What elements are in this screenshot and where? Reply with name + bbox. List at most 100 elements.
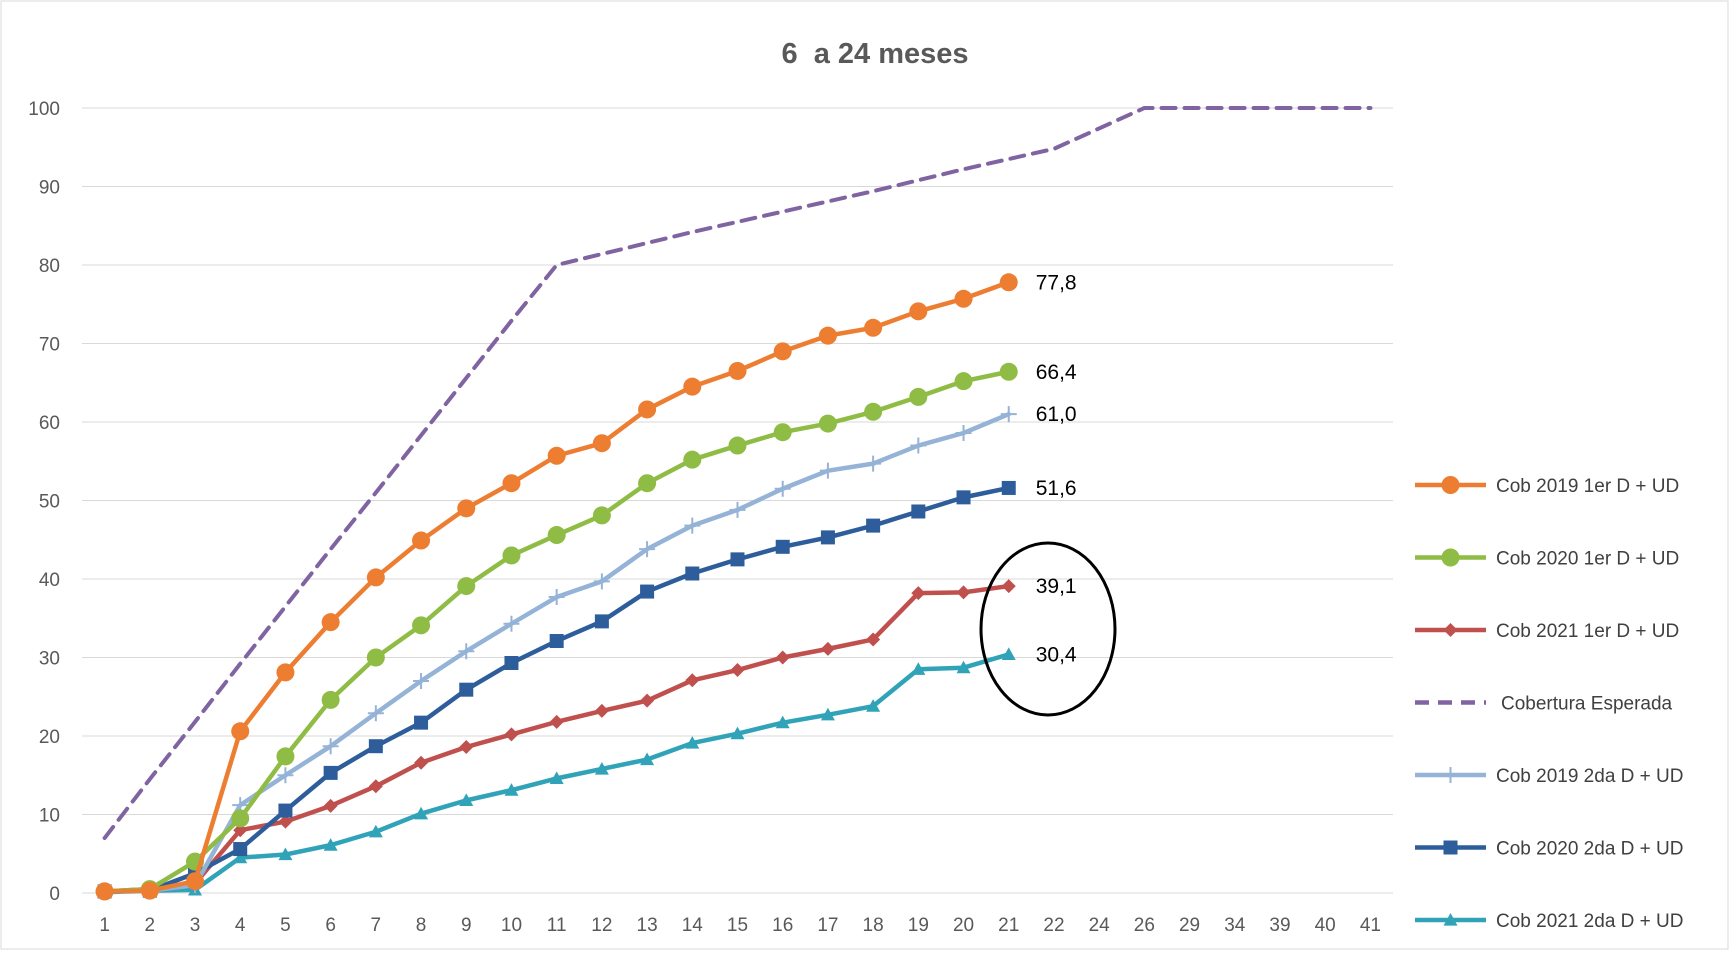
- data-point: [640, 693, 655, 708]
- legend: Cob 2019 1er D + UD Cob 2020 1er D + UD Co…: [1415, 476, 1683, 932]
- y-tick-label: 30: [39, 649, 60, 670]
- data-point: [684, 517, 701, 534]
- data-point: [911, 504, 926, 519]
- y-tick-label: 20: [39, 727, 60, 748]
- data-point: [277, 767, 294, 784]
- x-tick-label: 5: [280, 915, 291, 936]
- data-point: [820, 530, 835, 545]
- data-point: [640, 752, 655, 766]
- end-data-label: 61,0: [1036, 403, 1077, 426]
- data-point: [639, 541, 656, 558]
- legend-item: Cob 2019 2da D + UD: [1415, 766, 1683, 787]
- data-point: [231, 722, 250, 741]
- data-point: [956, 490, 971, 505]
- data-point: [503, 615, 520, 632]
- legend-label: Cob 2020 1er D + UD: [1496, 549, 1679, 570]
- end-data-label: 77,8: [1036, 271, 1077, 294]
- data-point: [685, 673, 700, 688]
- data-point: [459, 739, 474, 754]
- data-point: [638, 400, 657, 419]
- data-point: [414, 806, 429, 820]
- data-point: [233, 850, 248, 864]
- data-point: [910, 437, 927, 454]
- data-point: [820, 707, 835, 721]
- data-point: [459, 682, 474, 697]
- y-tick-label: 60: [39, 413, 60, 434]
- data-point: [728, 361, 747, 380]
- data-point: [728, 436, 747, 455]
- legend-item: Cob 2019 1er D + UD: [1415, 476, 1679, 497]
- x-tick-label: 24: [1089, 915, 1111, 936]
- data-point: [549, 634, 564, 649]
- data-point: [459, 793, 474, 806]
- data-point: [729, 501, 746, 518]
- data-point: [638, 474, 657, 493]
- data-point: [866, 632, 881, 647]
- y-tick-label: 100: [28, 99, 60, 120]
- data-point: [231, 809, 250, 828]
- data-point: [368, 779, 383, 794]
- y-tick-label: 10: [39, 806, 60, 827]
- data-point: [820, 641, 835, 656]
- data-point: [775, 715, 790, 729]
- y-tick-label: 0: [49, 884, 60, 905]
- x-tick-label: 22: [1043, 915, 1064, 936]
- data-point: [819, 462, 836, 479]
- series-cob-2021-2da-d-ud: [97, 647, 1016, 898]
- data-point: [1443, 913, 1458, 926]
- data-point: [547, 526, 566, 545]
- data-point: [276, 747, 295, 766]
- data-point: [818, 414, 837, 433]
- legend-label: Cobertura Esperada: [1501, 694, 1673, 715]
- x-tick-label: 4: [235, 915, 246, 936]
- x-tick-label: 13: [637, 915, 658, 936]
- x-tick-label: 9: [461, 915, 472, 936]
- y-tick-label: 90: [39, 178, 60, 199]
- data-point: [367, 705, 384, 722]
- x-tick-label: 16: [772, 915, 793, 936]
- x-tick-label: 2: [145, 915, 156, 936]
- data-point: [594, 761, 609, 775]
- x-tick-label: 40: [1315, 915, 1336, 936]
- legend-label: Cob 2019 1er D + UD: [1496, 476, 1679, 497]
- x-tick-label: 17: [817, 915, 838, 936]
- data-point: [593, 573, 610, 590]
- data-point: [773, 342, 792, 361]
- data-point: [775, 650, 790, 665]
- x-tick-label: 8: [416, 915, 427, 936]
- legend-item: Cob 2021 2da D + UD: [1415, 911, 1683, 932]
- data-point: [865, 455, 882, 472]
- data-labels: 30,4 39,1 51,6 61,0 66,4 77,8: [1036, 271, 1077, 666]
- legend-label: Cob 2020 2da D + UD: [1496, 839, 1683, 860]
- data-point: [594, 614, 609, 629]
- data-point: [368, 739, 383, 754]
- data-point: [366, 568, 385, 587]
- data-point: [683, 450, 702, 469]
- data-point: [1000, 406, 1017, 423]
- data-point: [140, 881, 159, 900]
- data-point: [685, 736, 700, 749]
- data-point: [592, 434, 611, 453]
- x-tick-label: 11: [547, 915, 567, 936]
- data-point: [95, 882, 114, 901]
- data-point: [412, 531, 431, 550]
- x-tick-label: 12: [591, 915, 612, 936]
- data-point: [1001, 579, 1016, 594]
- data-point: [549, 714, 564, 729]
- data-point: [323, 765, 338, 780]
- data-point: [1441, 548, 1460, 567]
- data-point: [504, 727, 519, 742]
- data-point: [818, 326, 837, 345]
- end-data-label: 39,1: [1036, 575, 1077, 598]
- data-point: [278, 847, 293, 861]
- data-point: [956, 585, 971, 600]
- x-tick-label: 26: [1134, 915, 1155, 936]
- data-point: [412, 616, 431, 635]
- x-tick-label: 19: [908, 915, 929, 936]
- x-tick-label: 41: [1360, 915, 1381, 936]
- data-point: [368, 824, 383, 838]
- series-group: [95, 106, 1373, 901]
- data-point: [1001, 480, 1016, 495]
- data-point: [321, 690, 340, 709]
- x-tick-label: 6: [325, 915, 336, 936]
